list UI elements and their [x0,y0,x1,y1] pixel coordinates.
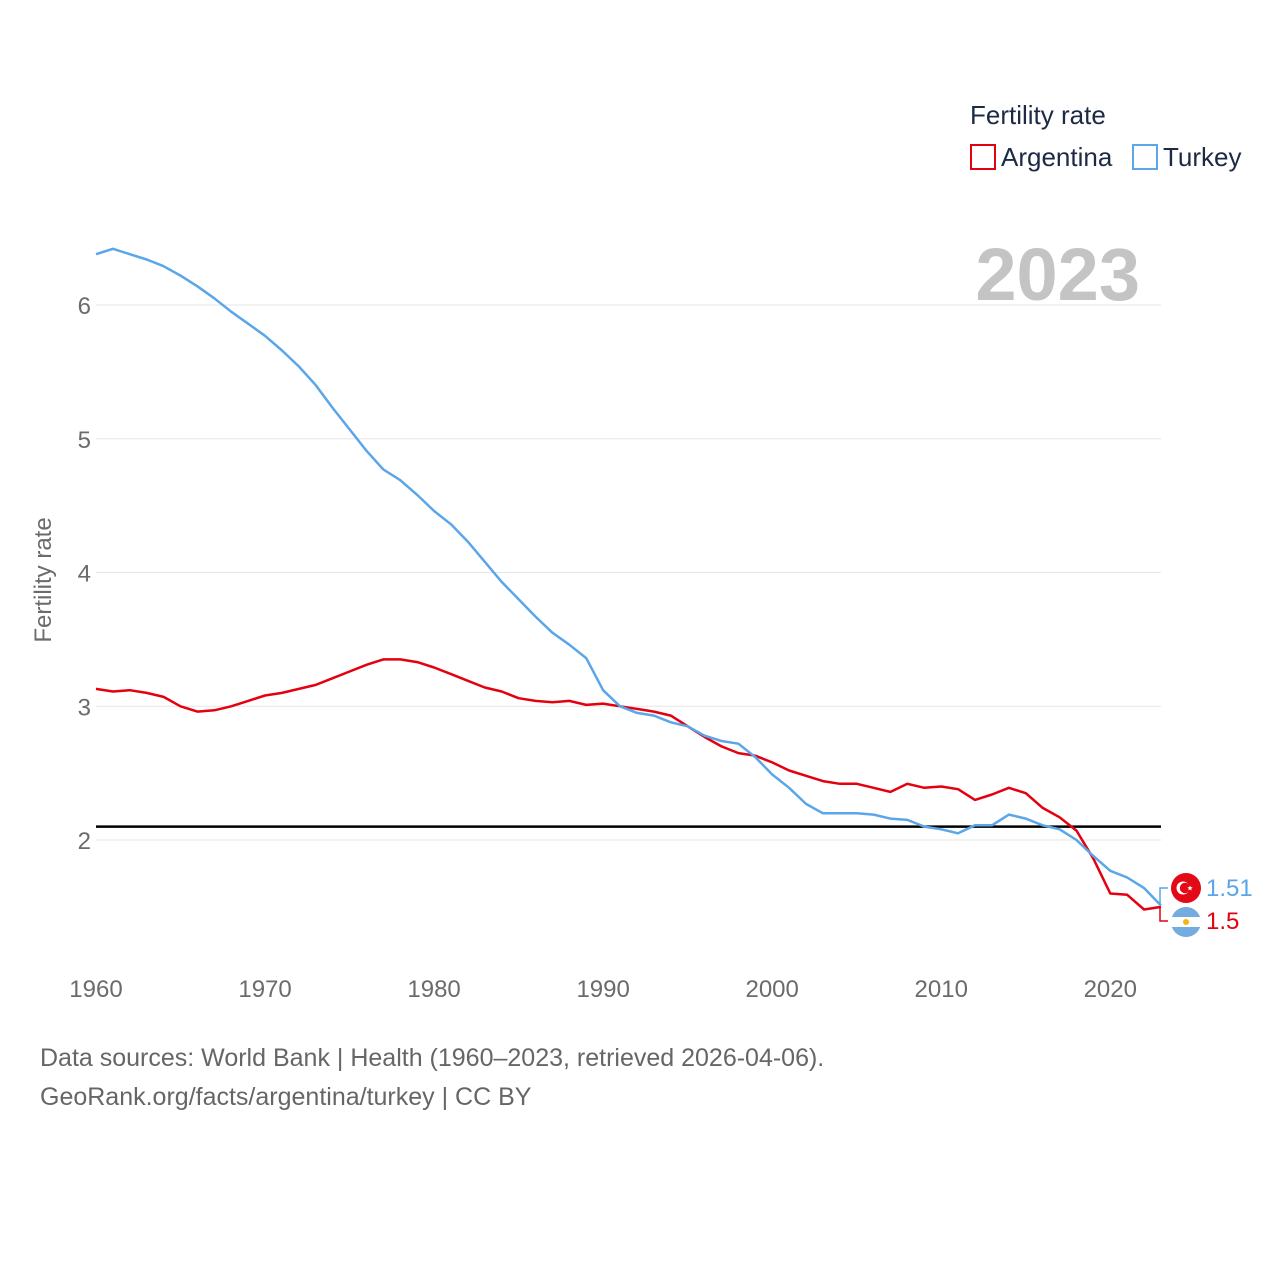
x-tick-label: 1970 [238,976,291,1003]
legend: Fertility rate Argentina Turkey [970,100,1242,172]
x-axis-ticks: 1960 1970 1980 1990 2000 2010 2020 [69,976,1137,1003]
legend-swatch-argentina [970,144,996,170]
x-tick-label: 1990 [576,976,629,1003]
y-tick-label: 4 [78,561,91,588]
y-tick-label: 3 [78,694,91,721]
argentina-end-connector [1159,906,1168,922]
legend-swatch-turkey [1132,144,1158,170]
series-lines [95,247,1162,911]
attribution-text: GeoRank.org/facts/argentina/turkey | CC … [40,1083,532,1111]
y-tick-label: 2 [78,828,91,855]
turkey-flag-icon [1171,873,1201,903]
legend-label-argentina: Argentina [1001,142,1113,172]
argentina-end-value: 1.5 [1206,908,1239,935]
end-markers: 1.51 1.5 [1159,873,1253,937]
data-sources-text: Data sources: World Bank | Health (1960–… [40,1044,825,1072]
year-display: 2023 [975,233,1140,316]
series-line-argentina [95,658,1162,911]
y-tick-label: 5 [78,427,91,454]
legend-title: Fertility rate [970,100,1106,130]
x-tick-label: 2000 [745,976,798,1003]
x-tick-label: 2020 [1084,976,1137,1003]
x-tick-label: 2010 [915,976,968,1003]
y-axis-ticks: 2 3 4 5 6 [78,293,91,855]
y-tick-label: 6 [78,293,91,320]
turkey-end-value: 1.51 [1206,875,1253,902]
y-axis-title: Fertility rate [30,517,57,642]
series-line-turkey [95,247,1162,907]
gridlines [96,304,1161,841]
x-tick-label: 1960 [69,976,122,1003]
argentina-flag-icon [1171,907,1201,937]
turkey-end-connector [1159,887,1168,904]
legend-label-turkey: Turkey [1163,142,1242,172]
x-tick-label: 1980 [407,976,460,1003]
